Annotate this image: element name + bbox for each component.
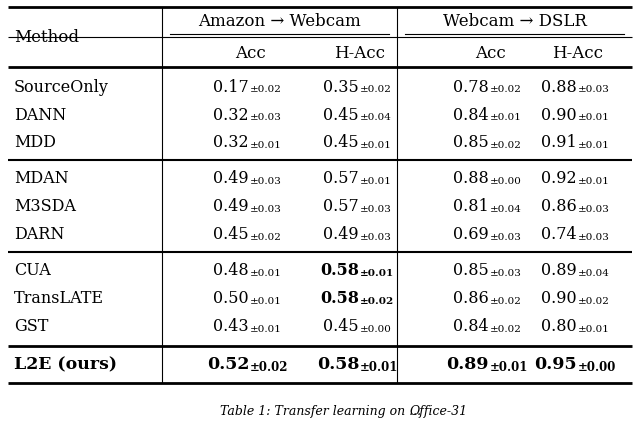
Text: 0.35: 0.35 — [323, 78, 359, 95]
Text: ±0.02: ±0.02 — [250, 361, 289, 374]
Text: H-Acc: H-Acc — [335, 44, 385, 61]
Text: MDD: MDD — [14, 134, 56, 151]
Text: ±0.02: ±0.02 — [360, 85, 392, 94]
Text: ±0.02: ±0.02 — [490, 325, 522, 334]
Text: 0.58: 0.58 — [320, 262, 359, 279]
Text: CUA: CUA — [14, 262, 51, 279]
Text: 0.74: 0.74 — [541, 226, 577, 243]
Text: ±0.02: ±0.02 — [360, 297, 394, 306]
Text: DANN: DANN — [14, 106, 67, 123]
Text: GST: GST — [14, 318, 49, 335]
Text: Webcam → DSLR: Webcam → DSLR — [443, 13, 586, 30]
Text: 0.81: 0.81 — [453, 198, 489, 215]
Text: 0.84: 0.84 — [453, 318, 489, 335]
Text: Method: Method — [14, 30, 79, 46]
Text: ±0.01: ±0.01 — [490, 113, 522, 122]
Text: ±0.04: ±0.04 — [578, 269, 610, 278]
Text: SourceOnly: SourceOnly — [14, 78, 109, 95]
Text: 0.85: 0.85 — [453, 262, 489, 279]
Text: ±0.02: ±0.02 — [250, 233, 282, 242]
Text: ±0.01: ±0.01 — [360, 141, 392, 150]
Text: 0.89: 0.89 — [541, 262, 577, 279]
Text: ±0.02: ±0.02 — [250, 85, 282, 94]
Text: 0.45: 0.45 — [323, 318, 359, 335]
Text: ±0.03: ±0.03 — [578, 205, 610, 214]
Text: 0.91: 0.91 — [541, 134, 577, 151]
Text: 0.80: 0.80 — [541, 318, 577, 335]
Text: 0.45: 0.45 — [213, 226, 249, 243]
Text: ±0.02: ±0.02 — [490, 297, 522, 306]
Text: ±0.00: ±0.00 — [578, 361, 616, 374]
Text: ±0.01: ±0.01 — [360, 361, 398, 374]
Text: 0.57: 0.57 — [323, 198, 359, 215]
Text: ±0.01: ±0.01 — [578, 113, 610, 122]
Text: ±0.03: ±0.03 — [490, 233, 522, 242]
Text: ±0.03: ±0.03 — [360, 205, 392, 214]
Text: ±0.01: ±0.01 — [360, 177, 392, 186]
Text: ±0.01: ±0.01 — [250, 141, 282, 150]
Text: 0.92: 0.92 — [541, 170, 577, 187]
Text: 0.49: 0.49 — [323, 226, 359, 243]
Text: ±0.02: ±0.02 — [490, 85, 522, 94]
Text: ±0.03: ±0.03 — [250, 205, 282, 214]
Text: 0.84: 0.84 — [453, 106, 489, 123]
Text: 0.58: 0.58 — [320, 290, 359, 307]
Text: 0.43: 0.43 — [213, 318, 249, 335]
Text: Acc: Acc — [235, 44, 266, 61]
Text: 0.89: 0.89 — [447, 356, 489, 373]
Text: ±0.03: ±0.03 — [250, 113, 282, 122]
Text: ±0.03: ±0.03 — [490, 269, 522, 278]
Text: Table 1: Transfer learning on ...: Table 1: Transfer learning on ... — [220, 404, 421, 418]
Text: DARN: DARN — [14, 226, 65, 243]
Text: 0.32: 0.32 — [213, 106, 249, 123]
Text: 0.58: 0.58 — [317, 356, 359, 373]
Text: ±0.01: ±0.01 — [578, 325, 610, 334]
Text: ±0.04: ±0.04 — [490, 205, 522, 214]
Text: 0.50: 0.50 — [213, 290, 249, 307]
Text: ±0.03: ±0.03 — [360, 233, 392, 242]
Text: 0.49: 0.49 — [213, 170, 249, 187]
Text: 0.17: 0.17 — [213, 78, 249, 95]
Text: 0.88: 0.88 — [453, 170, 489, 187]
Text: 0.90: 0.90 — [541, 290, 577, 307]
Text: 0.32: 0.32 — [213, 134, 249, 151]
Text: 0.52: 0.52 — [207, 356, 249, 373]
Text: L2E (ours): L2E (ours) — [14, 356, 117, 373]
Text: ±0.01: ±0.01 — [360, 269, 394, 278]
Text: ±0.03: ±0.03 — [250, 177, 282, 186]
Text: ±0.01: ±0.01 — [250, 297, 282, 306]
Text: 0.48: 0.48 — [213, 262, 249, 279]
Text: Amazon → Webcam: Amazon → Webcam — [198, 13, 361, 30]
Text: M3SDA: M3SDA — [14, 198, 76, 215]
Text: Office-31: Office-31 — [410, 404, 468, 418]
Text: ±0.01: ±0.01 — [490, 361, 529, 374]
Text: 0.78: 0.78 — [453, 78, 489, 95]
Text: ±0.00: ±0.00 — [360, 325, 392, 334]
Text: ±0.01: ±0.01 — [250, 325, 282, 334]
Text: 0.69: 0.69 — [453, 226, 489, 243]
Text: ±0.00: ±0.00 — [490, 177, 522, 186]
Text: 0.86: 0.86 — [541, 198, 577, 215]
Text: 0.86: 0.86 — [453, 290, 489, 307]
Text: TransLATE: TransLATE — [14, 290, 104, 307]
Text: 0.49: 0.49 — [213, 198, 249, 215]
Text: ±0.02: ±0.02 — [578, 297, 610, 306]
Text: ±0.04: ±0.04 — [360, 113, 392, 122]
Text: 0.45: 0.45 — [323, 106, 359, 123]
Text: ±0.01: ±0.01 — [578, 177, 610, 186]
Text: ±0.01: ±0.01 — [250, 269, 282, 278]
Text: ±0.03: ±0.03 — [578, 233, 610, 242]
Text: MDAN: MDAN — [14, 170, 68, 187]
Text: ±0.01: ±0.01 — [578, 141, 610, 150]
Text: 0.45: 0.45 — [323, 134, 359, 151]
Text: Acc: Acc — [475, 44, 506, 61]
Text: ±0.02: ±0.02 — [490, 141, 522, 150]
Text: H-Acc: H-Acc — [552, 44, 604, 61]
Text: 0.85: 0.85 — [453, 134, 489, 151]
Text: 0.57: 0.57 — [323, 170, 359, 187]
Text: 0.90: 0.90 — [541, 106, 577, 123]
Text: 0.95: 0.95 — [534, 356, 577, 373]
Text: ±0.03: ±0.03 — [578, 85, 610, 94]
Text: 0.88: 0.88 — [541, 78, 577, 95]
